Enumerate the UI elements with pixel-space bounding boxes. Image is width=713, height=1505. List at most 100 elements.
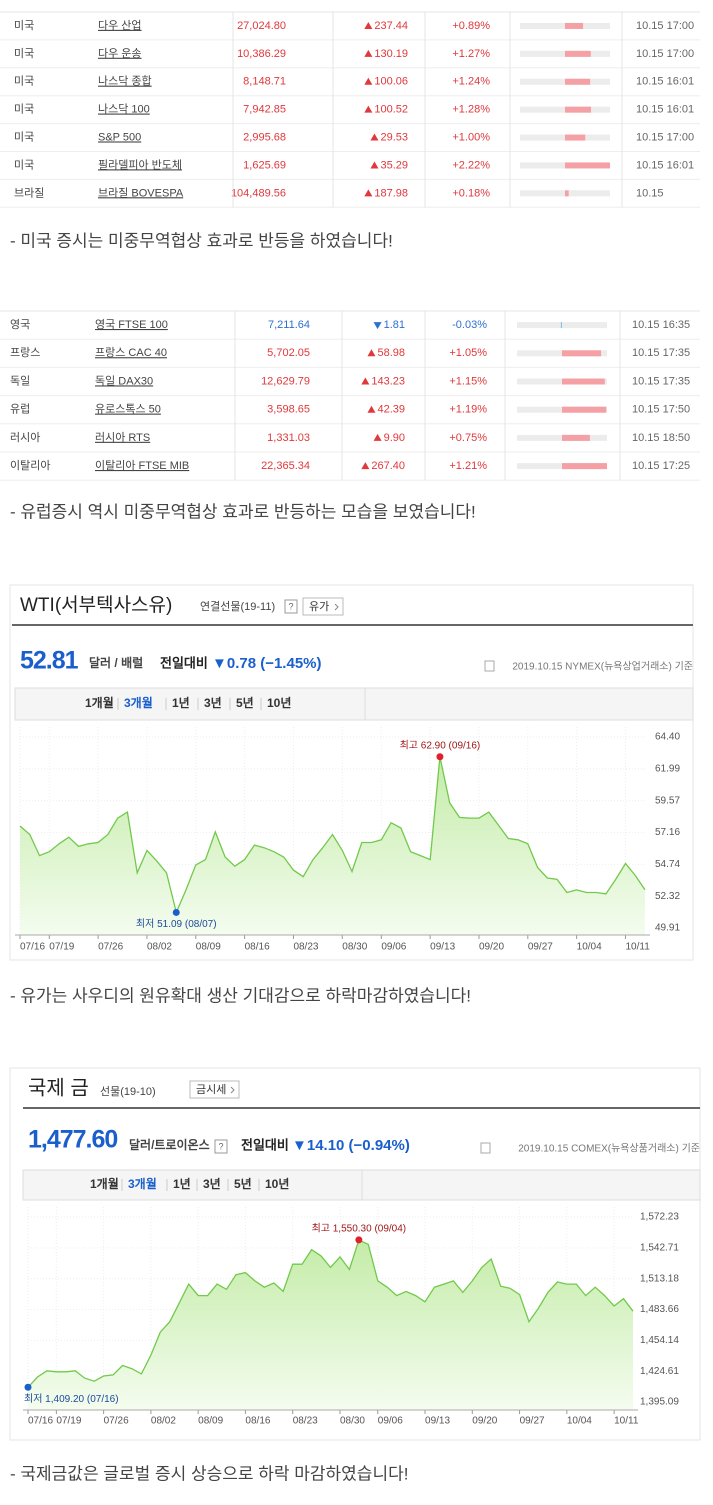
change-arrow xyxy=(364,49,373,57)
link-button[interactable] xyxy=(189,1080,240,1099)
change: 100.52 xyxy=(374,104,408,116)
x-tick-label: 08/16 xyxy=(245,942,270,953)
help-text[interactable]: ? xyxy=(218,1141,223,1151)
tab[interactable]: 1년 xyxy=(172,696,190,710)
tab-bar xyxy=(14,687,694,721)
comment: - 유럽증시 역시 미중무역협상 효과로 반등하는 모습을 보였습니다! xyxy=(10,502,476,521)
change-bar xyxy=(565,162,610,169)
index-name[interactable]: 다우 운송 xyxy=(98,47,142,60)
change-bar xyxy=(565,190,569,197)
tab[interactable]: 10년 xyxy=(265,1177,289,1191)
change-rate: -0.03% xyxy=(452,319,487,331)
time: 10.15 16:35 xyxy=(632,319,690,331)
change: 1.81 xyxy=(384,319,405,331)
tab[interactable]: 3개월 xyxy=(124,695,153,710)
price: 8,148.71 xyxy=(243,76,286,88)
help-icon[interactable] xyxy=(214,1139,228,1154)
price: 3,598.65 xyxy=(267,404,310,416)
x-tick-label: 08/09 xyxy=(196,942,221,953)
index-name[interactable]: 유로스톡스 50 xyxy=(95,403,161,416)
change-rate: +0.75% xyxy=(449,432,487,444)
y-tick-label: 1,454.14 xyxy=(640,1335,679,1346)
country: 미국 xyxy=(14,19,34,32)
y-tick-label: 1,395.09 xyxy=(640,1397,679,1408)
source: 2019.10.15 NYMEX(뉴욕상업거래소) 기준 xyxy=(512,660,693,673)
change-arrow xyxy=(367,405,376,413)
source-icon xyxy=(480,1142,491,1154)
y-tick-label: 57.16 xyxy=(655,827,680,838)
tab[interactable]: 10년 xyxy=(267,696,291,710)
index-name[interactable]: S&P 500 xyxy=(98,131,141,143)
country: 미국 xyxy=(14,158,34,171)
x-tick-label: 10/04 xyxy=(567,1416,592,1427)
index-name[interactable]: 독일 DAX30 xyxy=(95,373,153,387)
tab[interactable]: 5년 xyxy=(236,696,254,710)
index-name[interactable]: 러시아 RTS xyxy=(95,431,150,444)
help-icon[interactable] xyxy=(284,599,298,614)
country: 독일 xyxy=(10,373,30,387)
tab[interactable]: 3년 xyxy=(203,1177,221,1191)
help-text[interactable]: ? xyxy=(288,601,293,611)
change-arrow xyxy=(370,161,379,169)
change-rate: +1.28% xyxy=(452,104,490,116)
change-rate: +1.21% xyxy=(449,460,487,472)
time: 10.15 16:01 xyxy=(636,104,694,116)
time: 10.15 xyxy=(636,187,664,199)
time: 10.15 16:01 xyxy=(636,159,694,171)
price: 1,477.60 xyxy=(28,1126,117,1154)
change-bar xyxy=(565,22,584,29)
change-arrow xyxy=(364,21,373,29)
time: 10.15 16:01 xyxy=(636,76,694,88)
change-rate: +1.24% xyxy=(452,76,490,88)
comment: - 미국 증시는 미중무역협상 효과로 반등을 하였습니다! xyxy=(10,231,393,250)
time: 10.15 17:00 xyxy=(636,48,694,60)
country: 미국 xyxy=(14,75,34,88)
index-name[interactable]: 프랑스 CAC 40 xyxy=(95,346,167,359)
high-marker xyxy=(436,753,444,761)
x-tick-label: 08/02 xyxy=(151,1416,176,1427)
link-button[interactable] xyxy=(302,597,344,616)
x-tick-label: 10/11 xyxy=(625,942,650,953)
x-tick-label: 08/02 xyxy=(147,942,172,953)
change: 29.53 xyxy=(380,131,408,143)
index-name[interactable]: 나스닥 100 xyxy=(98,103,150,116)
comment: - 국제금값은 글로벌 증시 상승으로 하락 마감하였습니다! xyxy=(10,1464,408,1483)
change-rate: +1.00% xyxy=(452,131,490,143)
x-tick-label: 09/06 xyxy=(378,1416,403,1427)
price: 12,629.79 xyxy=(261,375,310,387)
x-tick-label: 09/13 xyxy=(425,1416,450,1427)
change-bar xyxy=(565,78,591,85)
link-button-text[interactable]: 유가 xyxy=(309,600,329,613)
high-label: 최고 1,550.30 (09/04) xyxy=(312,1223,407,1235)
x-tick-label: 08/23 xyxy=(293,1416,318,1427)
tab[interactable]: 1년 xyxy=(173,1177,191,1191)
change-bar xyxy=(565,134,586,141)
index-name[interactable]: 영국 FTSE 100 xyxy=(95,318,168,331)
change: 130.19 xyxy=(374,48,408,60)
country: 미국 xyxy=(14,130,34,143)
index-name[interactable]: 필라델피아 반도체 xyxy=(98,158,182,171)
price: 22,365.34 xyxy=(261,460,310,472)
index-name[interactable]: 이탈리아 FTSE MIB xyxy=(95,459,189,472)
index-name[interactable]: 나스닥 종합 xyxy=(98,75,152,88)
y-tick-label: 49.91 xyxy=(655,923,680,934)
tab[interactable]: 1개월 xyxy=(90,1176,119,1191)
tab[interactable]: 1개월 xyxy=(85,695,114,710)
area-fill xyxy=(20,756,645,935)
tab[interactable]: 3년 xyxy=(204,696,222,710)
price-line xyxy=(19,756,646,915)
index-name[interactable]: 다우 산업 xyxy=(98,19,142,32)
country: 프랑스 xyxy=(10,346,40,359)
change-bar xyxy=(562,350,602,357)
x-tick-label: 08/30 xyxy=(342,942,367,953)
link-button-text[interactable]: 금시세 xyxy=(196,1083,226,1096)
chevron xyxy=(230,1086,235,1094)
tab[interactable]: 3개월 xyxy=(128,1176,157,1191)
tab[interactable]: 5년 xyxy=(234,1177,252,1191)
change-arrow xyxy=(373,322,382,330)
change: 267.40 xyxy=(371,460,405,472)
index-name[interactable]: 브라질 BOVESPA xyxy=(98,186,184,199)
change-bar xyxy=(560,322,562,329)
change-rate: +1.15% xyxy=(449,375,487,387)
